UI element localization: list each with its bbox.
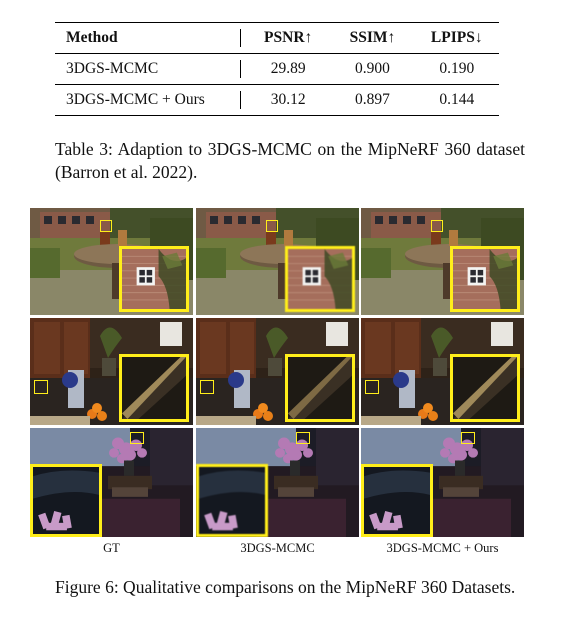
zoom-region-box xyxy=(100,220,112,232)
zoom-region-box xyxy=(431,220,443,232)
zoom-region-box xyxy=(296,432,310,444)
image-kitchen-3dgs-mcmc xyxy=(196,318,359,425)
zoom-inset xyxy=(196,464,268,537)
row-ssim: 0.900 xyxy=(354,60,390,77)
row-ssim: 0.897 xyxy=(354,91,390,108)
zoom-inset xyxy=(119,354,189,422)
row-lpips: 0.144 xyxy=(439,91,475,108)
image-room-3dgs-mcmc xyxy=(196,428,359,537)
column-label-3dgs-mcmc: 3DGS-MCMC xyxy=(240,541,315,555)
table-row: 3DGS-MCMC 29.89 0.900 0.190 xyxy=(55,54,499,85)
table-caption: Table 3: Adaption to 3DGS-MCMC on the Mi… xyxy=(55,139,525,182)
image-garden-3dgs-mcmc xyxy=(196,208,359,315)
column-label-gt: GT xyxy=(103,541,120,555)
image-garden-gt xyxy=(30,208,193,315)
row-lpips: 0.190 xyxy=(439,60,475,77)
image-garden-ours xyxy=(361,208,524,315)
zoom-region-box xyxy=(130,432,144,444)
zoom-inset xyxy=(361,464,433,537)
table-header-row: Method PSNR↑ SSIM↑ LPIPS↓ xyxy=(55,22,499,54)
zoom-inset xyxy=(285,246,355,312)
qualitative-comparison-figure xyxy=(30,208,524,537)
column-separator xyxy=(235,54,247,85)
row-psnr: 30.12 xyxy=(270,91,306,108)
zoom-inset xyxy=(450,246,520,312)
image-kitchen-gt xyxy=(30,318,193,425)
zoom-inset xyxy=(285,354,355,422)
header-method: Method xyxy=(66,29,118,46)
zoom-region-box xyxy=(365,380,379,394)
zoom-region-box xyxy=(34,380,48,394)
row-method: 3DGS-MCMC xyxy=(66,60,159,77)
column-separator xyxy=(235,23,247,54)
zoom-region-box xyxy=(461,432,475,444)
results-table: Method PSNR↑ SSIM↑ LPIPS↓ 3DGS-MCMC 29.8… xyxy=(55,22,499,116)
header-ssim: SSIM↑ xyxy=(349,29,396,46)
zoom-region-box xyxy=(200,380,214,394)
row-method: 3DGS-MCMC + Ours xyxy=(66,91,205,108)
table-row: 3DGS-MCMC + Ours 30.12 0.897 0.144 xyxy=(55,85,499,116)
image-kitchen-ours xyxy=(361,318,524,425)
zoom-inset xyxy=(30,464,102,537)
zoom-region-box xyxy=(266,220,278,232)
figure-caption: Figure 6: Qualitative comparisons on the… xyxy=(55,577,516,597)
zoom-inset xyxy=(450,354,520,422)
column-label-ours: 3DGS-MCMC + Ours xyxy=(386,541,499,555)
header-psnr: PSNR↑ xyxy=(264,29,313,46)
header-lpips: LPIPS↓ xyxy=(430,29,483,46)
column-separator xyxy=(235,85,247,116)
image-room-gt xyxy=(30,428,193,537)
row-psnr: 29.89 xyxy=(270,60,306,77)
zoom-inset xyxy=(119,246,189,312)
image-room-ours xyxy=(361,428,524,537)
